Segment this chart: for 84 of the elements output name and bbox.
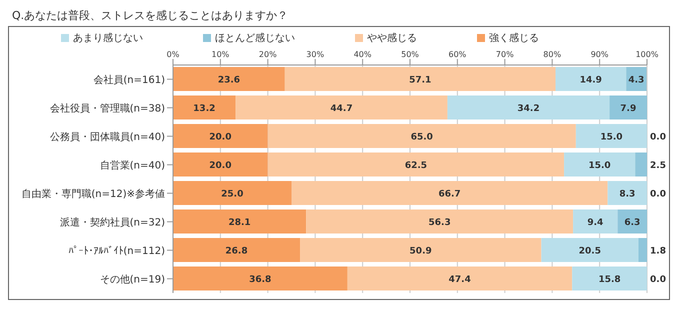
bar bbox=[610, 96, 647, 120]
x-tick-label: 0% bbox=[166, 50, 180, 59]
data-label: 2.5 bbox=[650, 161, 666, 171]
y-tick-label: 自由業・専門職(n=12)※参考値 bbox=[21, 188, 165, 200]
data-label: 66.7 bbox=[438, 190, 461, 200]
bar bbox=[573, 210, 618, 234]
data-label: 65.0 bbox=[410, 132, 433, 142]
bar bbox=[541, 238, 638, 262]
data-label: 8.3 bbox=[619, 190, 636, 200]
y-tick-label: 会社役員・管理職(n=38) bbox=[50, 102, 166, 114]
bar bbox=[300, 238, 542, 262]
x-tick-label: 40% bbox=[354, 50, 372, 59]
data-label: 20.0 bbox=[209, 132, 232, 142]
x-tick-label: 60% bbox=[448, 50, 467, 59]
data-label: 4.3 bbox=[628, 76, 644, 86]
bar bbox=[268, 152, 564, 176]
bar bbox=[564, 152, 636, 176]
x-tick-label: 20% bbox=[258, 50, 278, 59]
data-label: 6.3 bbox=[624, 218, 640, 228]
bar bbox=[173, 152, 268, 176]
y-tick-label: その他(n=19) bbox=[100, 273, 166, 286]
data-label: 1.8 bbox=[650, 246, 666, 256]
bar bbox=[236, 96, 448, 120]
bar bbox=[556, 67, 626, 91]
data-label: 7.9 bbox=[620, 104, 636, 114]
bar bbox=[447, 96, 610, 120]
data-label: 36.8 bbox=[249, 275, 272, 285]
bar bbox=[173, 96, 236, 120]
data-label: 34.2 bbox=[517, 104, 540, 114]
bar bbox=[576, 124, 647, 148]
x-tick-label: 80% bbox=[543, 50, 562, 59]
bar bbox=[347, 266, 572, 290]
bar bbox=[635, 152, 647, 176]
bar bbox=[292, 181, 608, 205]
legend-label: やや感じる bbox=[367, 33, 417, 44]
bar bbox=[173, 210, 306, 234]
data-label: 9.4 bbox=[587, 218, 604, 228]
data-label: 47.4 bbox=[448, 275, 471, 285]
data-label: 0.0 bbox=[650, 132, 666, 142]
bar bbox=[173, 238, 300, 262]
y-tick-label: 自営業(n=40) bbox=[100, 159, 166, 172]
bar bbox=[618, 210, 647, 234]
bar bbox=[608, 181, 647, 205]
data-label: 62.5 bbox=[404, 161, 428, 171]
bar bbox=[173, 124, 268, 148]
legend-label: ほとんど感じない bbox=[215, 33, 295, 44]
bar bbox=[268, 124, 576, 148]
x-tick-label: 30% bbox=[306, 50, 324, 59]
bar bbox=[638, 238, 647, 262]
bar bbox=[173, 266, 348, 290]
data-label: 57.1 bbox=[409, 76, 432, 86]
y-tick-label: 公務員・団体職員(n=40) bbox=[50, 130, 166, 143]
y-tick-label: 会社員(n=161) bbox=[93, 74, 166, 86]
data-label: 25.0 bbox=[221, 190, 244, 200]
x-tick-label: 10% bbox=[212, 50, 230, 59]
bar bbox=[173, 67, 285, 91]
bar bbox=[173, 181, 292, 205]
y-tick-label: 派遣・契約社員(n=32) bbox=[60, 216, 166, 228]
data-label: 15.0 bbox=[588, 161, 611, 171]
data-label: 44.7 bbox=[330, 104, 353, 114]
chart-title: Q.あなたは普段、ストレスを感じることはありますか？ bbox=[11, 8, 290, 24]
x-tick-label: 50% bbox=[401, 50, 420, 59]
data-label: 0.0 bbox=[650, 190, 666, 200]
x-tick-label: 100% bbox=[636, 50, 659, 59]
bar bbox=[284, 67, 556, 91]
data-label: 13.2 bbox=[193, 104, 216, 114]
data-label: 26.8 bbox=[225, 246, 248, 256]
y-tick-label: ﾊﾟｰﾄ･ｱﾙﾊﾞｲﾄ(n=112) bbox=[68, 244, 166, 257]
bar bbox=[572, 266, 647, 290]
data-label: 56.3 bbox=[428, 218, 451, 228]
bar bbox=[306, 210, 574, 234]
data-label: 0.0 bbox=[650, 275, 666, 285]
x-tick-label: 70% bbox=[496, 50, 514, 59]
data-label: 20.5 bbox=[578, 246, 601, 256]
data-label: 28.1 bbox=[228, 218, 251, 228]
legend-label: 強く感じる bbox=[489, 33, 539, 44]
legend-label: あまり感じない bbox=[73, 33, 143, 44]
data-label: 15.8 bbox=[598, 275, 621, 285]
data-label: 15.0 bbox=[600, 132, 623, 142]
data-label: 23.6 bbox=[218, 76, 240, 86]
data-label: 50.9 bbox=[410, 246, 432, 256]
x-tick-label: 90% bbox=[590, 50, 609, 59]
data-label: 14.9 bbox=[580, 76, 602, 86]
data-label: 20.0 bbox=[209, 161, 232, 171]
